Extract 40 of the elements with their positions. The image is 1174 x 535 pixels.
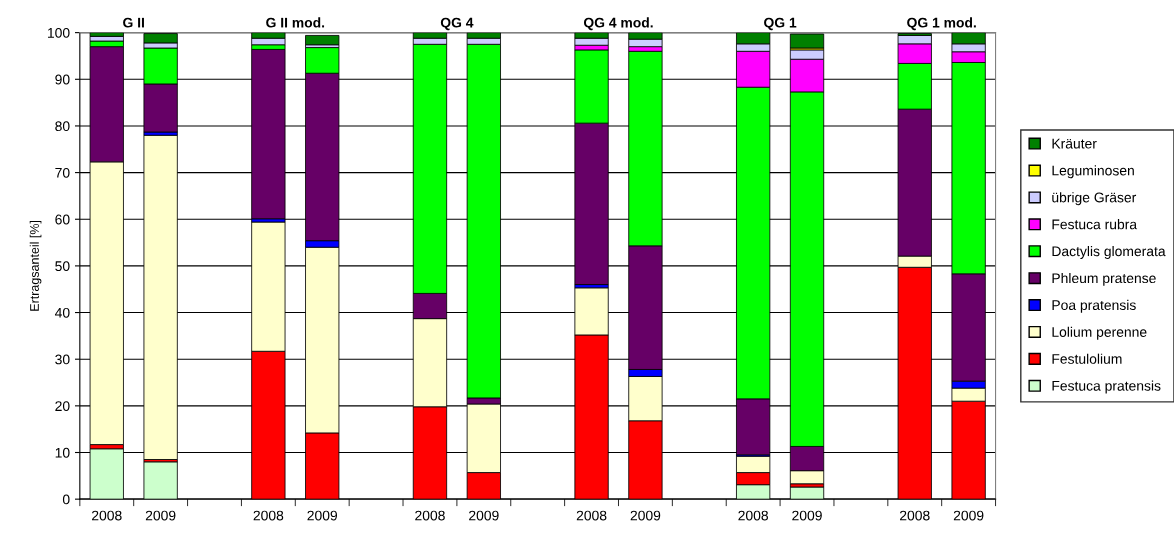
text: QG 1 bbox=[764, 17, 797, 31]
x-tick-label: 2008 bbox=[92, 510, 122, 521]
x-tick-label: 2009 bbox=[630, 510, 661, 521]
y-tick-label: 0 bbox=[62, 494, 70, 505]
x-tick-label: 2008 bbox=[576, 510, 607, 521]
legend-label: Leguminosen bbox=[1052, 165, 1134, 179]
text: QG 4 mod. bbox=[583, 17, 653, 31]
x-tick-label: 2009 bbox=[792, 510, 822, 521]
y-tick-label: 80 bbox=[55, 121, 70, 132]
x-tick-label: 2009 bbox=[469, 510, 499, 521]
x-tick-label: 2008 bbox=[738, 510, 768, 521]
y-tick-label: 10 bbox=[55, 447, 70, 458]
y-tick-label: 100 bbox=[48, 27, 70, 38]
y-tick-label: 40 bbox=[54, 307, 70, 318]
x-tick-label: 2008 bbox=[253, 510, 284, 521]
text: QG 4 bbox=[440, 17, 474, 31]
legend-label: übrige Gräser bbox=[1052, 192, 1137, 206]
legend-label: Kräuter bbox=[1052, 138, 1097, 149]
text: G II bbox=[123, 17, 144, 28]
y-tick-label: 50 bbox=[55, 261, 70, 272]
x-tick-label: 2008 bbox=[900, 510, 930, 521]
legend-label: Dactylis glomerata bbox=[1052, 246, 1166, 259]
x-tick-label: 2009 bbox=[145, 510, 176, 521]
legend-label: Festuca pratensis bbox=[1052, 380, 1161, 394]
text: G II mod. bbox=[266, 17, 325, 28]
y-tick-label: 70 bbox=[55, 167, 70, 178]
y-axis-title: Ertragsanteil [%] bbox=[29, 220, 42, 311]
y-tick-label: 90 bbox=[55, 74, 70, 85]
y-tick-label: 30 bbox=[55, 354, 70, 365]
legend-label: Poa pratensis bbox=[1052, 299, 1136, 313]
x-tick-label: 2008 bbox=[415, 510, 445, 521]
y-tick-label: 20 bbox=[55, 401, 70, 412]
legend-label: Festuca rubra bbox=[1052, 219, 1138, 230]
y-tick-label: 60 bbox=[55, 214, 70, 225]
legend-label: Phleum pratense bbox=[1052, 272, 1156, 286]
legend-label: Lolium perenne bbox=[1052, 326, 1147, 340]
text: QG 1 mod. bbox=[907, 17, 976, 31]
x-tick-label: 2009 bbox=[307, 510, 338, 521]
legend-label: Festulolium bbox=[1052, 353, 1122, 364]
x-tick-label: 2009 bbox=[953, 510, 984, 521]
